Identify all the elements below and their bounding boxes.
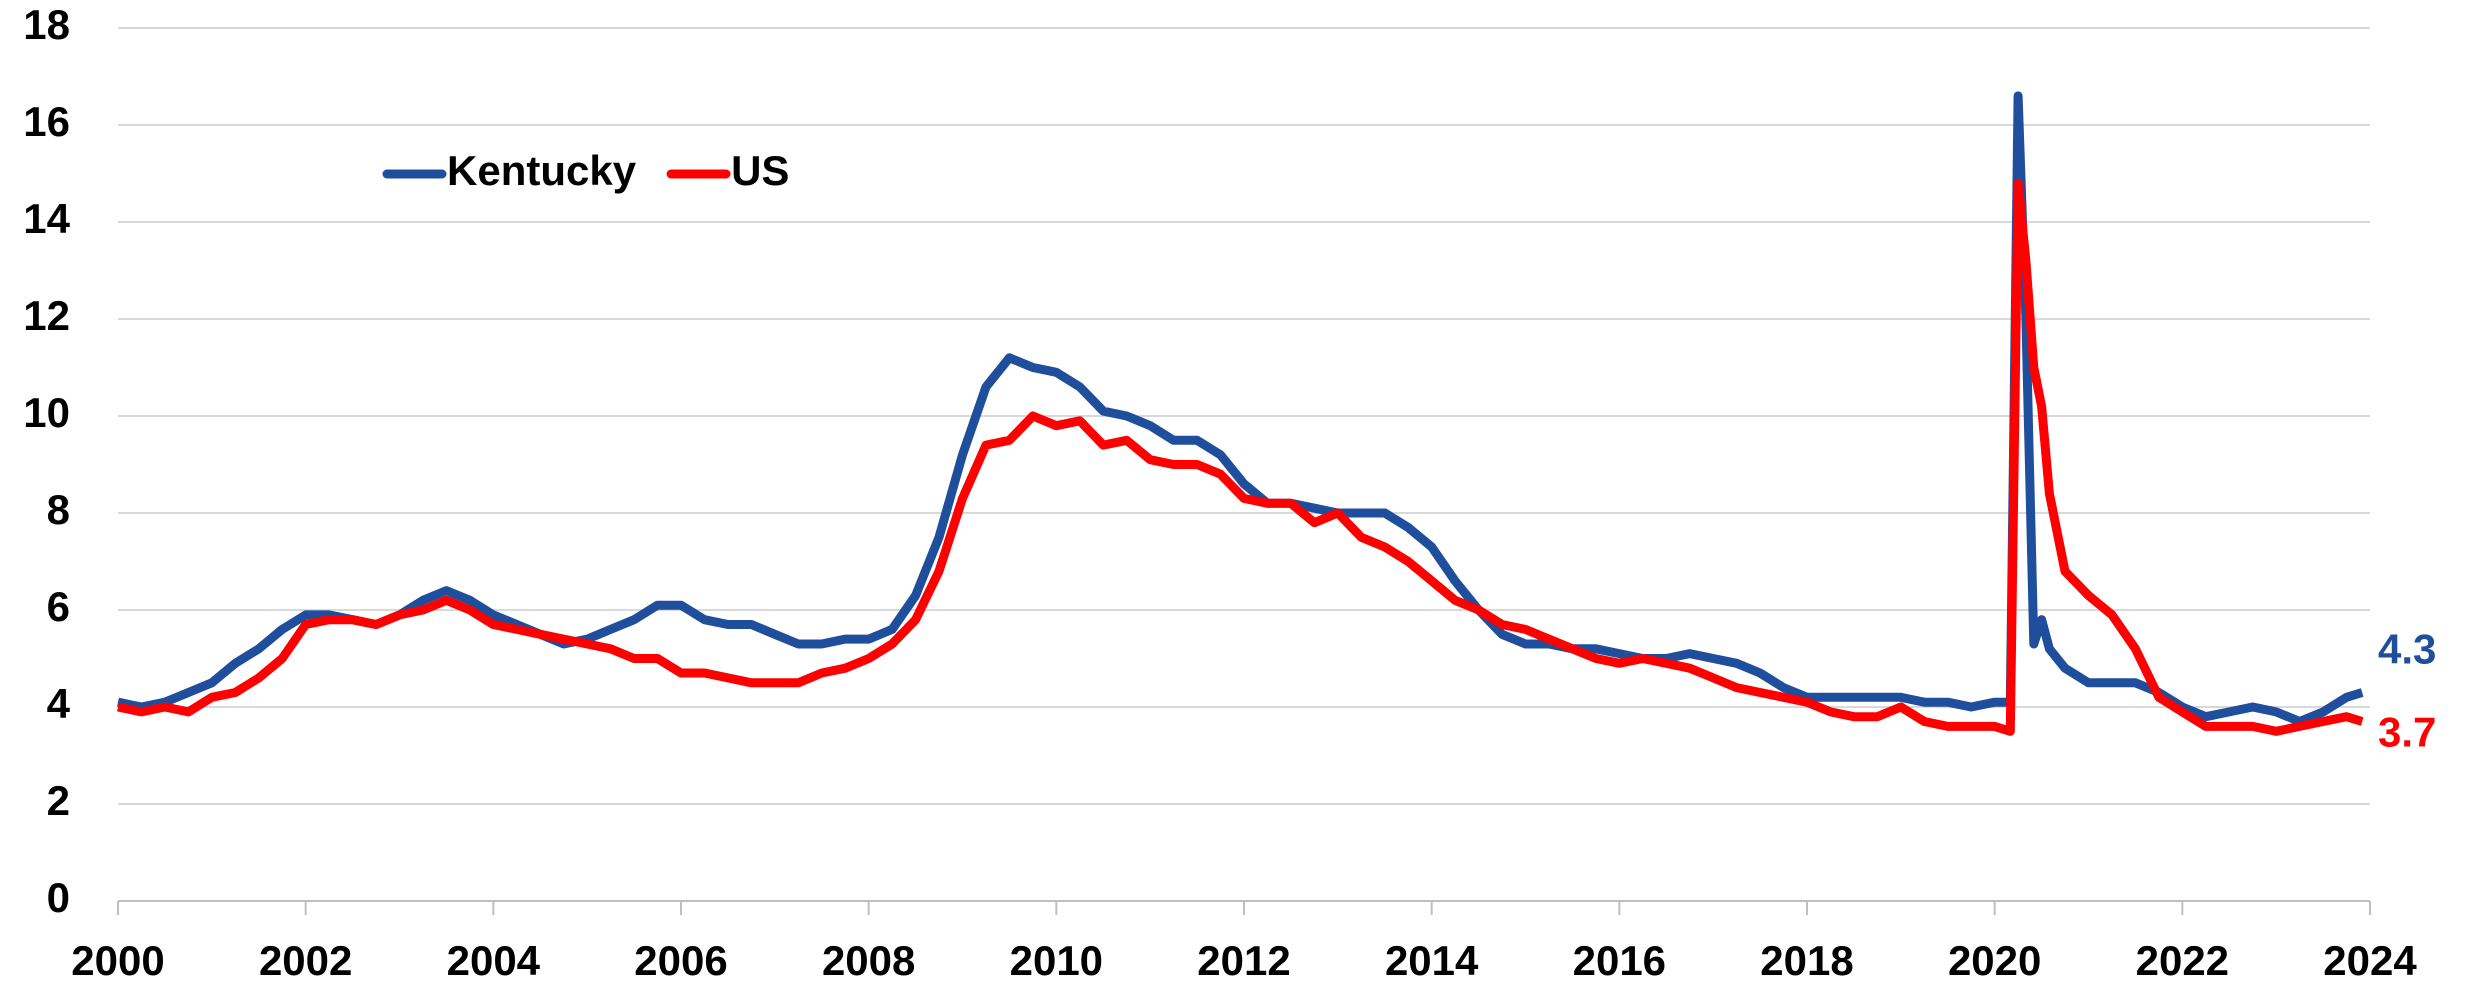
y-tick-label: 12 [23, 292, 70, 339]
y-tick-label: 0 [47, 874, 70, 921]
y-tick-label: 2 [47, 777, 70, 824]
y-tick-label: 14 [23, 195, 70, 242]
y-tick-label: 16 [23, 98, 70, 145]
x-tick-label: 2018 [1760, 937, 1853, 984]
legend-label: US [731, 147, 789, 194]
y-tick-label: 8 [47, 486, 70, 533]
y-tick-label: 6 [47, 583, 70, 630]
x-tick-label: 2008 [822, 937, 915, 984]
x-tick-label: 2000 [71, 937, 164, 984]
legend-label: Kentucky [447, 147, 637, 194]
x-tick-label: 2014 [1385, 937, 1479, 984]
x-tick-label: 2016 [1573, 937, 1666, 984]
line-series [117, 178, 2364, 736]
x-tick-label: 2010 [1010, 937, 1103, 984]
y-tick-label: 4 [47, 680, 71, 727]
x-tick-label: 2024 [2323, 937, 2417, 984]
x-tick-label: 2022 [2136, 937, 2229, 984]
x-tick-label: 2020 [1948, 937, 2041, 984]
x-tick-label: 2004 [447, 937, 541, 984]
y-tick-label: 18 [23, 1, 70, 48]
x-tick-label: 2006 [634, 937, 727, 984]
x-tick-label: 2002 [259, 937, 352, 984]
x-tick-label: 2012 [1197, 937, 1290, 984]
end-value-label: 4.3 [2378, 626, 2436, 673]
end-value-label: 3.7 [2378, 709, 2436, 756]
y-tick-label: 10 [23, 389, 70, 436]
